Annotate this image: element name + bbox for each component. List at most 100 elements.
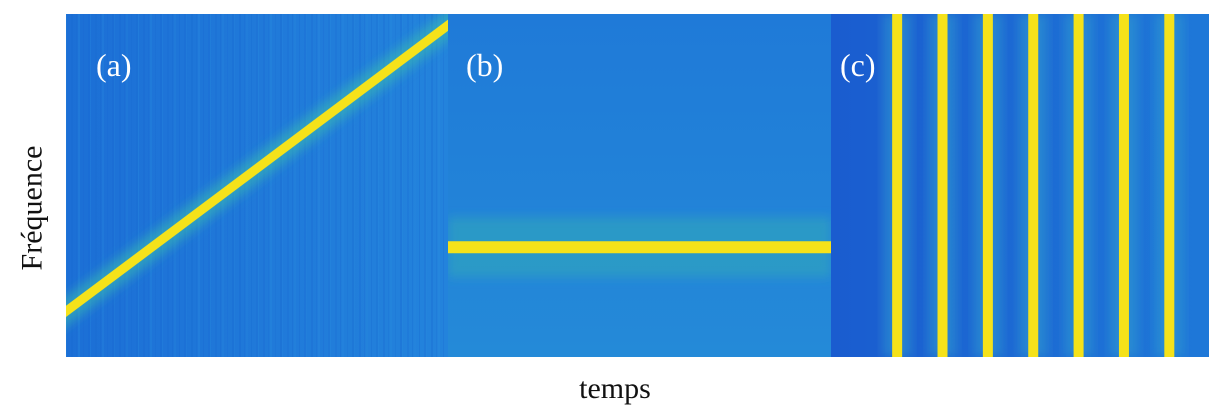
panel-a-texture-stripe — [155, 14, 156, 357]
panel-a-label: (a) — [96, 47, 132, 83]
panel-a-texture-stripe — [76, 14, 77, 357]
panel-a-texture-stripe — [280, 14, 282, 357]
panel-a-texture-stripe — [342, 14, 344, 357]
panel-a-texture-stripe — [88, 14, 90, 357]
panel-a-texture-stripe — [318, 14, 320, 357]
panel-a-texture-stripe — [172, 14, 173, 357]
panel-a-texture-stripe — [323, 14, 324, 357]
panel-b: (b) — [448, 14, 831, 357]
panel-a-texture-stripe — [90, 14, 91, 357]
panel-a-texture-stripe — [95, 14, 97, 357]
panel-a-texture-stripe — [143, 14, 145, 357]
panel-c-ridge — [1164, 14, 1175, 357]
panel-a-texture-stripe — [328, 14, 330, 357]
panel-a-texture-stripe — [376, 14, 378, 357]
panel-a-texture-stripe — [304, 14, 306, 357]
panel-a-texture-stripe — [78, 14, 80, 357]
panel-a-texture-stripe — [340, 14, 341, 357]
x-axis-label: temps — [579, 372, 651, 405]
panel-a-texture-stripe — [124, 14, 125, 357]
panel-a-texture-stripe — [162, 14, 163, 357]
panel-a-texture-stripe — [150, 14, 152, 357]
panel-a-texture-stripe — [275, 14, 276, 357]
panel-a-texture-stripe — [107, 14, 108, 357]
panel-a-texture-stripe — [364, 14, 365, 357]
panel-a-texture-stripe — [148, 14, 149, 357]
panel-a-texture-stripe — [371, 14, 372, 357]
panel-a-texture-stripe — [390, 14, 392, 357]
panel-a-texture-stripe — [352, 14, 354, 357]
panel-a-texture-stripe — [330, 14, 331, 357]
panel-a-texture-stripe — [443, 14, 444, 357]
panel-a-texture-stripe — [131, 14, 132, 357]
panel-c-ridge — [1028, 14, 1039, 357]
panel-a-texture-stripe — [184, 14, 186, 357]
panel-a-texture-stripe — [100, 14, 101, 357]
panel-a-texture-stripe — [258, 14, 259, 357]
panel-a-texture-stripe — [378, 14, 379, 357]
panel-a-texture-stripe — [83, 14, 84, 357]
panel-a: (a) — [66, 14, 448, 357]
panel-a-texture-stripe — [138, 14, 139, 357]
panel-a-texture-stripe — [210, 14, 211, 357]
panel-a-texture-stripe — [424, 14, 426, 357]
panel-a-texture-stripe — [335, 14, 337, 357]
panel-c-ridge — [892, 14, 903, 357]
panel-a-texture-stripe — [179, 14, 180, 357]
panel-a-ridge — [66, 19, 448, 318]
panel-a-texture-stripe — [436, 14, 437, 357]
y-axis-label-text: Fréquence — [15, 145, 48, 271]
panel-a-texture-stripe — [359, 14, 361, 357]
panel-a-texture-stripe — [438, 14, 440, 357]
panel-a-texture-stripe — [114, 14, 115, 357]
panel-a-texture-stripe — [191, 14, 193, 357]
panel-a-texture-stripe — [299, 14, 300, 357]
panel-a-texture-stripe — [311, 14, 313, 357]
panel-a-texture-stripe — [419, 14, 420, 357]
panel-a-texture-stripe — [366, 14, 368, 357]
panel-a-texture-stripe — [388, 14, 389, 357]
panel-a-texture-stripe — [426, 14, 427, 357]
panel-a-texture-stripe — [256, 14, 258, 357]
panel-c-label: (c) — [840, 47, 876, 83]
panel-a-texture-stripe — [126, 14, 128, 357]
panel-a-texture-stripe — [174, 14, 176, 357]
panel-a-texture-stripe — [167, 14, 169, 357]
panel-a-texture-stripe — [282, 14, 283, 357]
panel-b-label: (b) — [466, 47, 503, 83]
panel-a-texture-stripe — [292, 14, 293, 357]
panel-a-texture-stripe — [407, 14, 409, 357]
panel-c-ridge — [1118, 14, 1129, 357]
panel-a-texture-stripe — [71, 14, 73, 357]
panel-a-texture-stripe — [186, 14, 187, 357]
panel-b-background — [448, 14, 831, 357]
panel-a-texture-stripe — [412, 14, 413, 357]
panel-a-texture-stripe — [136, 14, 138, 357]
panel-a-texture-stripe — [119, 14, 121, 357]
panel-a-texture-stripe — [354, 14, 355, 357]
panel-a-texture-stripe — [347, 14, 348, 357]
panel-a-texture-stripe — [287, 14, 289, 357]
panel-a-texture-stripe — [263, 14, 265, 357]
panel-a-texture-stripe — [316, 14, 317, 357]
panel-a-texture-stripe — [414, 14, 416, 357]
panel-a-texture-stripe — [402, 14, 403, 357]
panel-a-texture-stripe — [395, 14, 396, 357]
panel-c: (c) — [831, 14, 1209, 357]
panel-a-texture-stripe — [306, 14, 307, 357]
panel-a-texture-stripe — [294, 14, 296, 357]
panel-a-texture-stripe — [196, 14, 197, 357]
panel-a-texture-stripe — [66, 14, 67, 357]
panel-a-texture-stripe — [383, 14, 385, 357]
panel-c-ridge — [982, 14, 993, 357]
y-axis-label: Fréquence — [14, 128, 50, 288]
panel-a-texture-stripe — [431, 14, 433, 357]
panel-a-texture-stripe — [198, 14, 200, 357]
panel-a-texture-stripe — [112, 14, 114, 357]
panel-a-texture-stripe — [203, 14, 204, 357]
panel-a-texture-stripe — [268, 14, 269, 357]
panel-a-texture-stripe — [270, 14, 272, 357]
panel-a-texture-stripe — [400, 14, 402, 357]
panel-a-texture-stripe — [160, 14, 162, 357]
